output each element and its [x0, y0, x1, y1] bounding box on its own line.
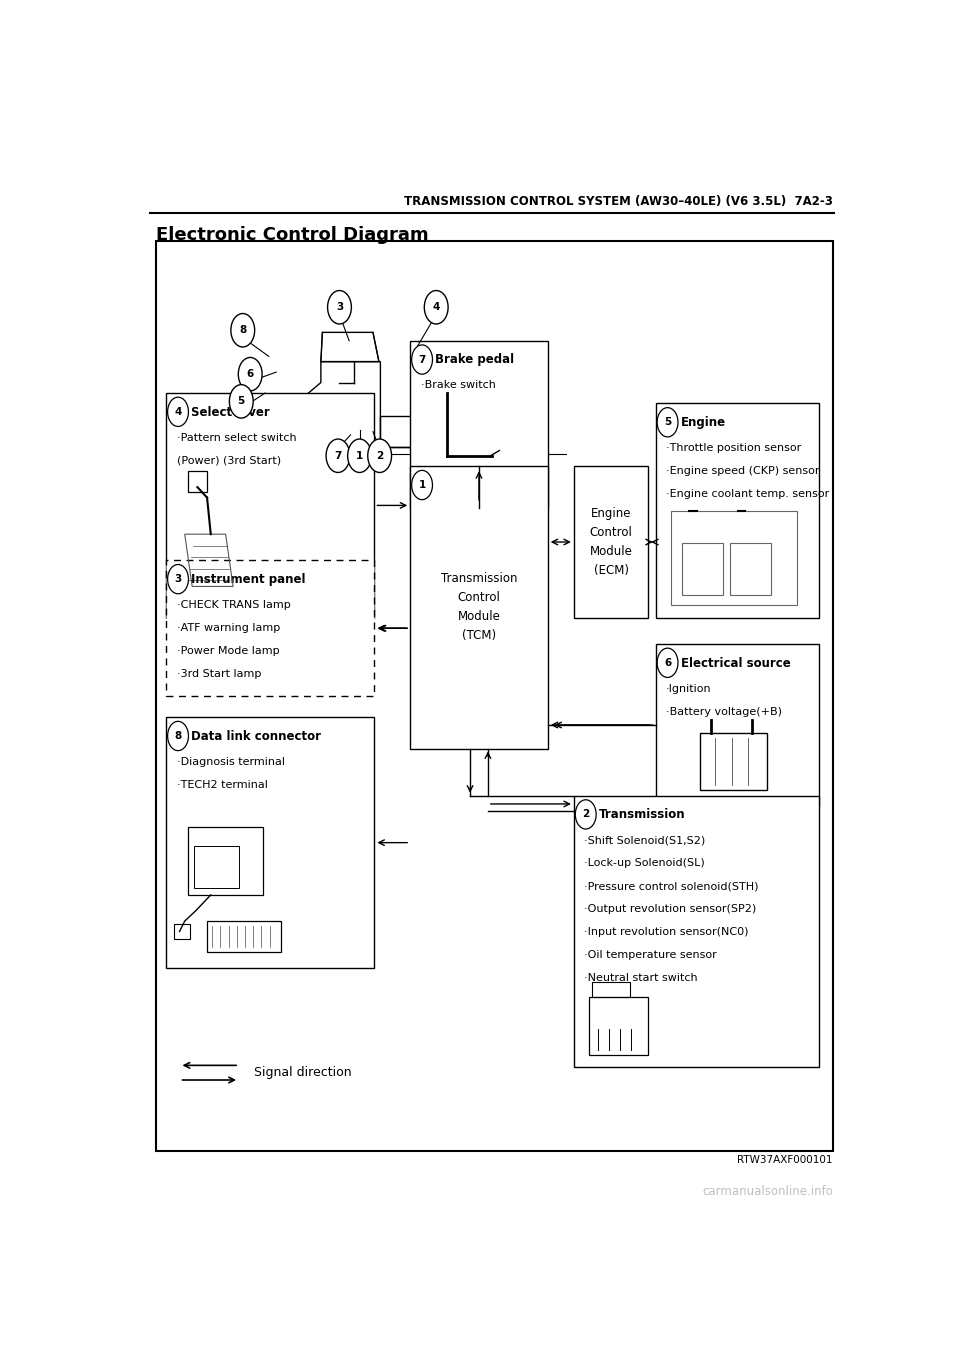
Text: Electronic Control Diagram: Electronic Control Diagram [156, 225, 428, 243]
Bar [588, 997, 648, 1055]
Text: ·Shift Solenoid(S1,S2): ·Shift Solenoid(S1,S2) [585, 835, 706, 845]
Text: 1: 1 [356, 451, 363, 460]
Circle shape [168, 721, 188, 751]
Bar [188, 471, 207, 493]
Text: 6: 6 [247, 369, 253, 379]
Circle shape [230, 314, 254, 348]
Bar [166, 392, 374, 618]
Text: ·Engine speed (CKP) sensor: ·Engine speed (CKP) sensor [666, 466, 820, 477]
Text: 8: 8 [175, 731, 181, 741]
Bar [410, 466, 548, 748]
Bar [670, 511, 797, 606]
Text: ·Lock-up Solenoid(SL): ·Lock-up Solenoid(SL) [585, 858, 705, 868]
Text: ·Power Mode lamp: ·Power Mode lamp [177, 646, 279, 656]
Text: Transmission
Control
Module
(TCM): Transmission Control Module (TCM) [441, 572, 517, 642]
Bar [574, 796, 819, 1067]
Text: ·Engine coolant temp. sensor: ·Engine coolant temp. sensor [666, 489, 829, 500]
Text: ·Throttle position sensor: ·Throttle position sensor [666, 443, 802, 454]
Circle shape [229, 384, 253, 418]
Bar [574, 466, 648, 618]
Text: Brake pedal: Brake pedal [436, 353, 515, 367]
Bar [194, 846, 239, 888]
Bar [701, 733, 767, 790]
Bar [188, 827, 263, 895]
Bar [592, 982, 630, 997]
Text: 7: 7 [419, 354, 425, 364]
Text: ·Pressure control solenoid(STH): ·Pressure control solenoid(STH) [585, 881, 758, 891]
Text: ·Pattern select switch: ·Pattern select switch [177, 433, 297, 443]
Bar [166, 717, 374, 968]
Text: 3: 3 [175, 574, 181, 584]
Circle shape [326, 439, 349, 473]
Circle shape [168, 397, 188, 426]
Text: ·Neutral start switch: ·Neutral start switch [585, 974, 698, 983]
Text: (Power) (3rd Start): (Power) (3rd Start) [177, 456, 280, 466]
Text: Transmission: Transmission [599, 808, 685, 822]
Text: Select lever: Select lever [191, 406, 270, 418]
Circle shape [412, 345, 432, 375]
Text: ·Oil temperature sensor: ·Oil temperature sensor [585, 951, 717, 960]
Text: 2: 2 [376, 451, 383, 460]
Text: 5: 5 [664, 417, 671, 428]
Text: ·Output revolution sensor(SP2): ·Output revolution sensor(SP2) [585, 904, 756, 914]
Text: 2: 2 [582, 809, 589, 819]
Text: 4: 4 [433, 303, 440, 312]
Text: 4: 4 [175, 407, 181, 417]
Text: Engine: Engine [681, 416, 726, 429]
Text: RTW37AXF000101: RTW37AXF000101 [737, 1154, 832, 1165]
Circle shape [368, 439, 392, 473]
Text: ·CHECK TRANS lamp: ·CHECK TRANS lamp [177, 600, 290, 610]
Text: Data link connector: Data link connector [191, 729, 322, 743]
Text: ·Battery voltage(+B): ·Battery voltage(+B) [666, 706, 782, 717]
Text: ·TECH2 terminal: ·TECH2 terminal [177, 779, 268, 790]
Circle shape [348, 439, 372, 473]
Text: ·Diagnosis terminal: ·Diagnosis terminal [177, 756, 284, 767]
Text: 1: 1 [419, 479, 425, 490]
Bar [656, 403, 819, 618]
Text: Engine
Control
Module
(ECM): Engine Control Module (ECM) [589, 507, 633, 577]
Circle shape [658, 648, 678, 678]
Text: ·ATF warning lamp: ·ATF warning lamp [177, 623, 279, 633]
Text: Electrical source: Electrical source [681, 656, 791, 669]
Bar [410, 341, 548, 508]
Bar [730, 543, 771, 595]
Text: Instrument panel: Instrument panel [191, 573, 306, 585]
Text: ·3rd Start lamp: ·3rd Start lamp [177, 669, 261, 679]
Bar [166, 561, 374, 697]
Text: carmanualsonline.info: carmanualsonline.info [702, 1186, 832, 1198]
Circle shape [327, 291, 351, 325]
Bar [682, 543, 723, 595]
Text: 7: 7 [334, 451, 342, 460]
Text: ·Brake switch: ·Brake switch [420, 380, 495, 391]
Circle shape [168, 565, 188, 593]
Bar [207, 921, 281, 952]
Circle shape [424, 291, 448, 325]
Bar [174, 925, 190, 938]
Bar [156, 242, 832, 1152]
Text: 3: 3 [336, 303, 343, 312]
Circle shape [658, 407, 678, 437]
Text: 5: 5 [238, 397, 245, 406]
Text: ·Ignition: ·Ignition [666, 683, 711, 694]
Text: Signal direction: Signal direction [253, 1066, 351, 1080]
Circle shape [575, 800, 596, 828]
Text: 6: 6 [664, 657, 671, 668]
Text: ·Input revolution sensor(NC0): ·Input revolution sensor(NC0) [585, 928, 749, 937]
Text: TRANSMISSION CONTROL SYSTEM (AW30–40LE) (V6 3.5L)  7A2-3: TRANSMISSION CONTROL SYSTEM (AW30–40LE) … [404, 196, 832, 208]
Circle shape [238, 357, 262, 391]
Text: 8: 8 [239, 326, 247, 335]
Circle shape [412, 470, 432, 500]
Bar [656, 644, 819, 807]
